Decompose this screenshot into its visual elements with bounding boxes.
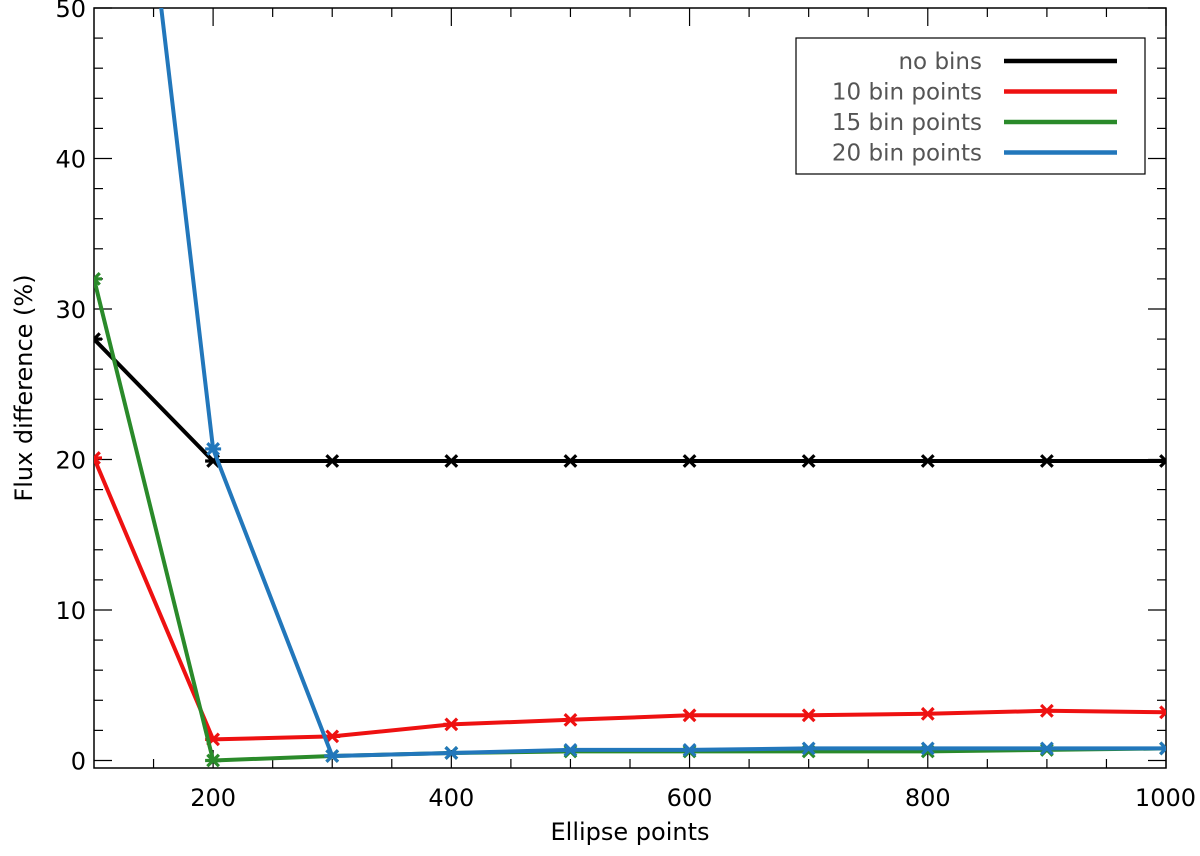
y-tick-label: 10 bbox=[55, 597, 86, 625]
x-tick-label: 1000 bbox=[1135, 784, 1196, 812]
data-point-10-bin-points bbox=[919, 706, 936, 721]
series-no-bins bbox=[94, 332, 1166, 468]
series-group bbox=[94, 8, 1166, 768]
data-point-10-bin-points bbox=[562, 712, 579, 727]
data-point-no-bins bbox=[324, 454, 341, 468]
y-tick-label: 50 bbox=[55, 0, 86, 23]
y-tick-label: 40 bbox=[55, 145, 86, 173]
data-point-no-bins bbox=[443, 454, 460, 468]
x-tick-label: 200 bbox=[190, 784, 236, 812]
data-point-10-bin-points bbox=[324, 729, 341, 744]
series-line-20-bin-points bbox=[159, 8, 1166, 758]
data-point-20-bin-points bbox=[919, 741, 936, 756]
data-point-no-bins bbox=[1038, 454, 1055, 468]
data-point-10-bin-points bbox=[1158, 705, 1166, 720]
data-point-no-bins bbox=[1158, 454, 1166, 468]
data-point-20-bin-points bbox=[1038, 741, 1055, 756]
series-line-10-bin-points bbox=[94, 457, 1166, 742]
y-axis-title: Flux difference (%) bbox=[10, 274, 38, 501]
legend: no bins 10 bin points 15 bin points 20 bin … bbox=[795, 37, 1146, 175]
data-point-no-bins bbox=[681, 454, 698, 468]
data-point-10-bin-points bbox=[681, 708, 698, 723]
legend-label: 15 bin points bbox=[832, 110, 982, 136]
data-point-no-bins bbox=[800, 454, 817, 468]
data-point-no-bins bbox=[94, 332, 102, 346]
series-20-bin-points bbox=[159, 8, 1166, 763]
x-tick-label: 800 bbox=[905, 784, 951, 812]
y-tick-label: 0 bbox=[71, 747, 86, 775]
series-15-bin-points bbox=[94, 271, 1166, 768]
legend-item-15-bin-points: 15 bin points bbox=[832, 110, 1117, 136]
x-axis-title: Ellipse points bbox=[550, 818, 709, 846]
legend-label: 10 bin points bbox=[832, 80, 982, 106]
data-point-10-bin-points bbox=[94, 451, 102, 465]
y-tick-label: 20 bbox=[55, 446, 86, 474]
legend-item-10-bin-points: 10 bin points bbox=[832, 80, 1117, 106]
y-tick-label: 30 bbox=[55, 296, 86, 324]
x-tick-label: 400 bbox=[428, 784, 474, 812]
data-point-15-bin-points bbox=[205, 753, 222, 768]
data-point-10-bin-points bbox=[800, 708, 817, 723]
series-line-no-bins bbox=[94, 337, 1166, 463]
data-point-20-bin-points bbox=[1158, 741, 1166, 756]
legend-item-no-bins: no bins bbox=[898, 49, 1117, 75]
data-point-no-bins bbox=[919, 454, 936, 468]
data-point-20-bin-points bbox=[324, 749, 341, 763]
legend-label: 20 bin points bbox=[832, 141, 982, 167]
legend-label: no bins bbox=[898, 49, 982, 75]
data-point-20-bin-points bbox=[681, 743, 698, 757]
data-point-20-bin-points bbox=[562, 743, 579, 757]
axis-ticks: 200 400 600 800 1000 0 10 20 30 40 50 bbox=[55, 0, 1196, 812]
data-point-no-bins bbox=[562, 454, 579, 468]
legend-item-20-bin-points: 20 bin points bbox=[832, 141, 1117, 167]
data-point-20-bin-points bbox=[800, 741, 817, 756]
x-tick-label: 600 bbox=[667, 784, 713, 812]
data-point-10-bin-points bbox=[443, 717, 460, 732]
data-point-15-bin-points bbox=[94, 271, 102, 286]
data-point-20-bin-points bbox=[443, 746, 460, 760]
data-point-10-bin-points bbox=[1038, 703, 1055, 718]
series-line-15-bin-points bbox=[94, 278, 1166, 763]
data-point-20-bin-points bbox=[205, 442, 222, 456]
series-10-bin-points bbox=[94, 451, 1166, 747]
